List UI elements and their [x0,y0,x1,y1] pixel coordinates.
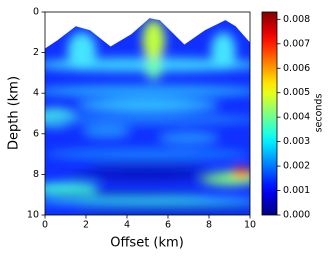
y-tick-label: 6 [33,128,39,139]
heatmap-blob [67,32,97,69]
colorbar-label: seconds [314,94,325,133]
y-axis-label: Depth (km) [7,76,22,150]
colorbar-tick-label: 0.004 [283,112,310,123]
x-tick-label: 8 [206,220,212,231]
y-tick-label: 2 [33,47,39,58]
heatmap [45,12,250,215]
x-axis-label: Offset (km) [110,236,184,251]
colorbar-tick-label: 0.002 [283,161,310,172]
colorbar-tick-label: 0.000 [283,210,310,221]
heatmap-blob [45,192,209,198]
colorbar-tick-label: 0.006 [283,63,310,74]
heatmap-blob [231,167,250,178]
colorbar-tick-label: 0.007 [283,38,310,49]
heatmap-blob [86,163,209,170]
x-tick-label: 0 [42,220,48,231]
heatmap-blob [75,206,250,212]
heatmap-blob [45,114,250,125]
heatmap-blob [45,182,99,195]
colorbar-tick-label: 0.008 [283,14,310,25]
heatmap-blob [211,32,236,69]
y-tick-label: 10 [27,210,39,221]
heatmap-blob [75,99,220,112]
y-tick-label: 8 [33,169,39,180]
x-tick-label: 6 [165,220,171,231]
heatmap-blob [145,58,162,79]
heatmap-blob [45,85,250,98]
topography-mask [45,12,250,49]
x-tick-label: 10 [244,220,256,231]
colorbar-tick-label: 0.005 [283,87,310,98]
heatmap-blob [45,148,250,161]
colorbar-tick-label: 0.003 [283,136,310,147]
x-tick-label: 2 [83,220,89,231]
heatmap-blob [65,173,230,179]
heatmap-blob [157,131,220,144]
colorbar [261,11,278,216]
colorbar-tick-label: 0.001 [283,185,310,196]
heatmap-blob [81,125,132,138]
plot-frame [44,11,251,216]
y-tick-label: 0 [33,7,39,18]
heatmap-blob [142,20,165,61]
x-tick-label: 4 [124,220,130,231]
heatmap-blob [45,196,250,205]
y-tick-label: 4 [33,88,39,99]
